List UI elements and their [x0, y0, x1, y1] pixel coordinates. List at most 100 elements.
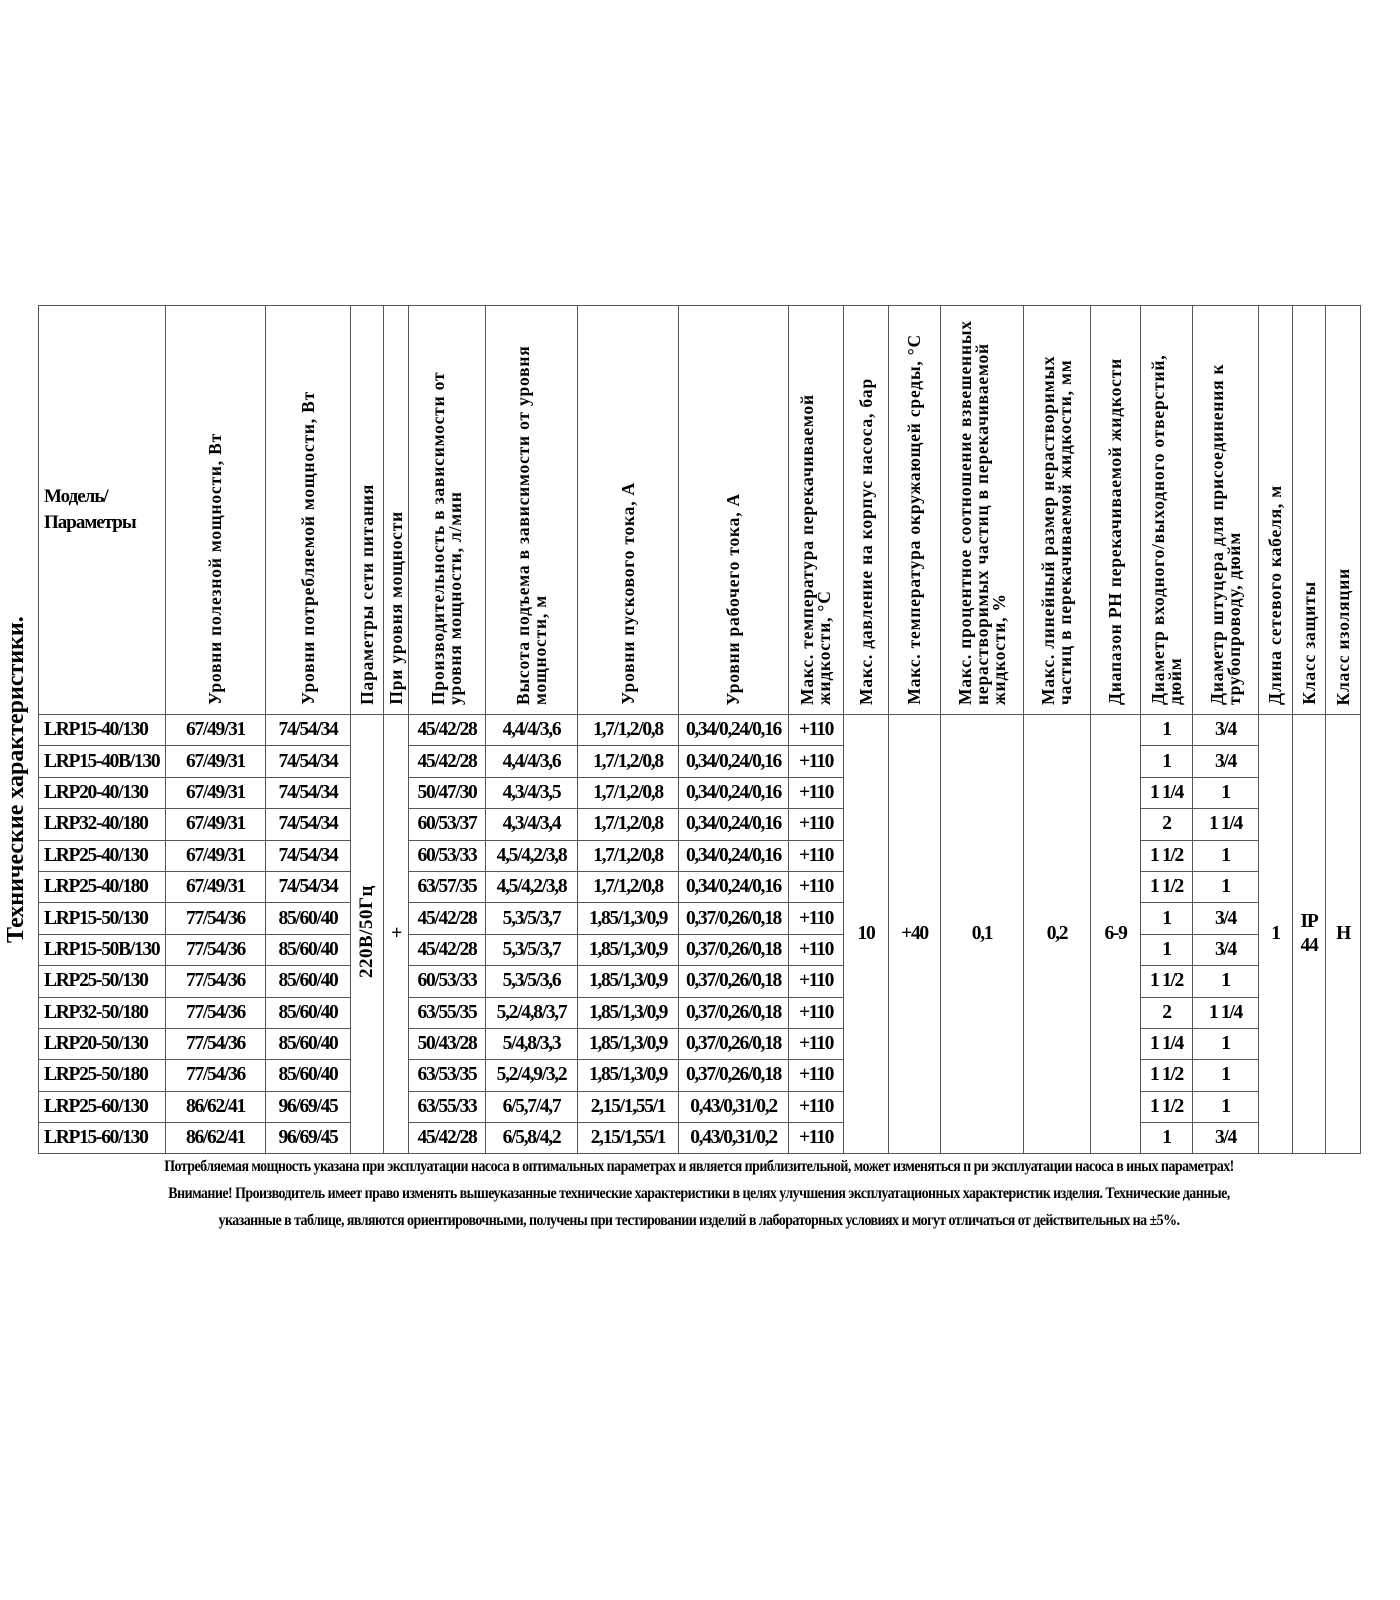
- table-cell: 1: [1140, 1122, 1193, 1155]
- table-cell: 2,15/1,55/1: [577, 1090, 679, 1124]
- table-cell: 85/60/40: [265, 996, 351, 1029]
- table-cell: 77/54/36: [165, 965, 266, 998]
- column-header-label: Диапазон PH перекачиваемой жидкости: [1105, 358, 1125, 705]
- merged-cell-power-level: +: [383, 713, 409, 1155]
- merged-value: +: [391, 923, 402, 945]
- table-cell: 5,3/5/3,6: [485, 965, 578, 998]
- table-cell: LRP25-40/130: [38, 839, 166, 872]
- table-cell: 74/54/34: [265, 808, 351, 841]
- table-row: LRP15-60/130 86/62/41 96/69/45 45/42/28 6/5,…: [38, 1122, 1361, 1155]
- table-cell: 77/54/36: [165, 902, 266, 935]
- table-cell: +110: [788, 745, 844, 778]
- table-row: LRP20-50/130 77/54/36 85/60/40 50/43/28 5/4,…: [38, 1027, 1361, 1061]
- table-cell: 67/49/31: [165, 808, 266, 841]
- merged-cell-ambient-temp: +40: [888, 713, 941, 1155]
- table-cell: 1 1/2: [1140, 870, 1193, 904]
- column-header-label: Диаметр штуцера для присоединения к труб…: [1206, 363, 1244, 705]
- table-cell: 0,37/0,26/0,18: [678, 933, 789, 967]
- table-cell: 85/60/40: [265, 933, 351, 967]
- table-cell: 74/54/34: [265, 776, 351, 810]
- column-header: Диапазон PH перекачиваемой жидкости: [1090, 305, 1141, 715]
- table-cell: LRP15-60/130: [38, 1122, 166, 1155]
- table-cell: 1,85/1,3/0,9: [577, 902, 679, 935]
- column-header: Диаметр штуцера для присоединения к труб…: [1192, 305, 1259, 715]
- table-cell: 5,2/4,8/3,7: [485, 996, 578, 1029]
- table-cell: 74/54/34: [265, 839, 351, 872]
- merged-value: 0,2: [1046, 923, 1069, 945]
- table-cell: 63/57/35: [408, 870, 486, 904]
- column-header: Модель/ Параметры: [38, 305, 166, 715]
- table-cell: 77/54/36: [165, 1059, 266, 1092]
- page-title: Технические характеристики.: [3, 616, 29, 944]
- table-cell: +110: [788, 713, 844, 747]
- table-cell: 3/4: [1192, 933, 1259, 967]
- table-cell: 45/42/28: [408, 933, 486, 967]
- table-cell: 50/47/30: [408, 776, 486, 810]
- table-cell: LRP15-40B/130: [38, 745, 166, 778]
- table-cell: 45/42/28: [408, 902, 486, 935]
- column-header: Уровни пускового тока, А: [577, 305, 679, 715]
- table-cell: 1: [1192, 839, 1259, 872]
- table-cell: 1: [1140, 713, 1193, 747]
- header-row: Модель/ Параметры Уровни полезной мощност…: [38, 305, 1361, 715]
- table-cell: 85/60/40: [265, 1059, 351, 1092]
- table-cell: LRP25-50/180: [38, 1059, 166, 1092]
- table-cell: 5,3/5/3,7: [485, 933, 578, 967]
- table-row: LRP20-40/130 67/49/31 74/54/34 50/47/30 4,3/…: [38, 776, 1361, 810]
- merged-cell-ip-class: IP 44: [1292, 713, 1326, 1155]
- table-cell: 1 1/4: [1140, 1027, 1193, 1061]
- table-cell: LRP20-40/130: [38, 776, 166, 810]
- table-cell: 2,15/1,55/1: [577, 1122, 679, 1155]
- table-cell: 0,37/0,26/0,18: [678, 996, 789, 1029]
- table-cell: 60/53/37: [408, 808, 486, 841]
- table-cell: 63/53/35: [408, 1059, 486, 1092]
- table-cell: 6/5,7/4,7: [485, 1090, 578, 1124]
- column-header-label: Длина сетевого кабеля, м: [1265, 485, 1285, 705]
- table-cell: 77/54/36: [165, 996, 266, 1029]
- table-cell: 0,34/0,24/0,16: [678, 713, 789, 747]
- table-row: LRP15-50B/130 77/54/36 85/60/40 45/42/28 5,3…: [38, 933, 1361, 967]
- table-row: LRP25-60/130 86/62/41 96/69/45 63/55/33 6/5,…: [38, 1090, 1361, 1124]
- column-header: Класс изоляции: [1325, 305, 1361, 715]
- table-cell: 1: [1192, 776, 1259, 810]
- table-cell: 0,34/0,24/0,16: [678, 776, 789, 810]
- column-header-label: Параметры сети питания: [356, 484, 377, 705]
- table-cell: 4,5/4,2/3,8: [485, 870, 578, 904]
- table-cell: 1 1/4: [1140, 776, 1193, 810]
- table-cell: LRP32-50/180: [38, 996, 166, 1029]
- column-header-label: Макс. линейный размер нерастворимых част…: [1038, 355, 1075, 705]
- table-cell: 45/42/28: [408, 745, 486, 778]
- table-row: LRP25-40/180 67/49/31 74/54/34 63/57/35 4,5/…: [38, 870, 1361, 904]
- table-cell: 45/42/28: [408, 1122, 486, 1155]
- merged-cell-insulation: H: [1325, 713, 1361, 1155]
- table-cell: 96/69/45: [265, 1090, 351, 1124]
- table-cell: 3/4: [1192, 713, 1259, 747]
- column-header: Высота подъема в зависимости от уровня м…: [485, 305, 578, 715]
- table-cell: 85/60/40: [265, 1027, 351, 1061]
- table-cell: 0,37/0,26/0,18: [678, 1027, 789, 1061]
- table-row: LRP15-50/130 77/54/36 85/60/40 45/42/28 5,3/…: [38, 902, 1361, 935]
- table-row: LRP32-40/180 67/49/31 74/54/34 60/53/37 4,3/…: [38, 808, 1361, 841]
- table-cell: 4,3/4/3,5: [485, 776, 578, 810]
- table-cell: 1,85/1,3/0,9: [577, 933, 679, 967]
- table-cell: 0,34/0,24/0,16: [678, 870, 789, 904]
- table-cell: 3/4: [1192, 902, 1259, 935]
- merged-cell-network: 220В/50Гц: [350, 713, 384, 1155]
- merged-value: 0,1: [971, 923, 994, 945]
- column-header: Длина сетевого кабеля, м: [1258, 305, 1293, 715]
- table-row: LRP25-40/130 67/49/31 74/54/34 60/53/33 4,5/…: [38, 839, 1361, 872]
- table-cell: 1: [1140, 745, 1193, 778]
- table-row: LRP25-50/130 77/54/36 85/60/40 60/53/33 5,3/…: [38, 965, 1361, 998]
- column-header-label: Высота подъема в зависимости от уровня м…: [512, 345, 550, 705]
- column-header-label: При уровня мощности: [385, 511, 406, 705]
- table-cell: +110: [788, 808, 844, 841]
- table-cell: 1: [1192, 1027, 1259, 1061]
- table-cell: 74/54/34: [265, 713, 351, 747]
- table-cell: 74/54/34: [265, 745, 351, 778]
- table-cell: +110: [788, 839, 844, 872]
- table-cell: 1 1/2: [1140, 839, 1193, 872]
- table-cell: +110: [788, 870, 844, 904]
- column-header: Макс. линейный размер нерастворимых част…: [1023, 305, 1091, 715]
- column-header: Параметры сети питания: [350, 305, 384, 715]
- table-cell: 67/49/31: [165, 745, 266, 778]
